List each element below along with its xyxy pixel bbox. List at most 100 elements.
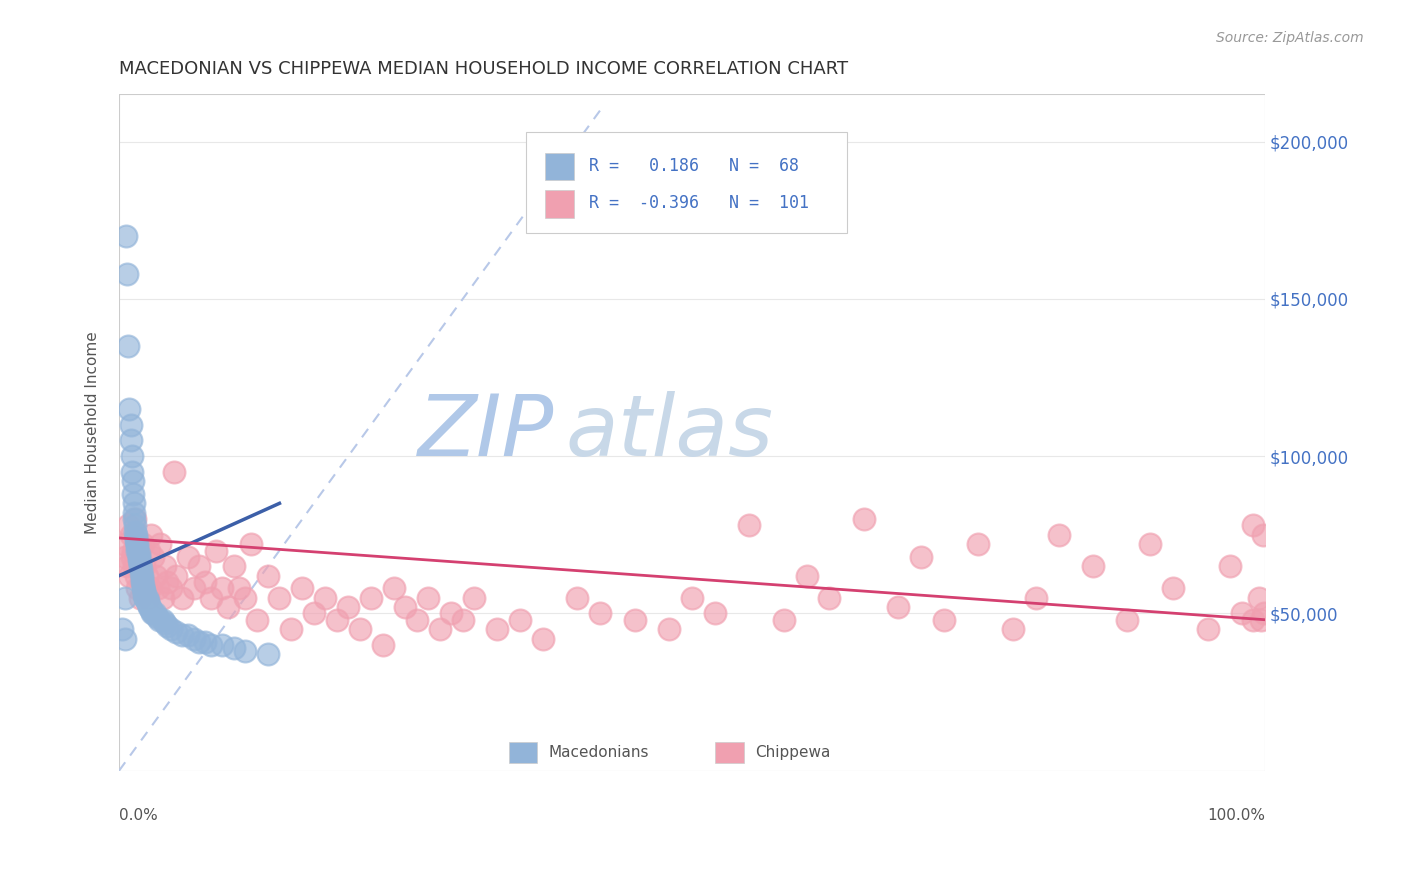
- Point: [134, 588, 156, 602]
- Point: [233, 591, 256, 605]
- Point: [382, 581, 405, 595]
- Point: [1139, 537, 1161, 551]
- Point: [796, 568, 818, 582]
- Point: [139, 581, 162, 595]
- Point: [239, 537, 262, 551]
- Point: [128, 559, 150, 574]
- Point: [269, 591, 291, 605]
- Point: [852, 512, 875, 526]
- Point: [257, 568, 280, 582]
- Point: [114, 549, 136, 564]
- Point: [257, 648, 280, 662]
- Point: [153, 559, 176, 574]
- FancyBboxPatch shape: [526, 132, 846, 233]
- Point: [142, 549, 165, 564]
- Point: [200, 591, 222, 605]
- Point: [117, 339, 139, 353]
- Point: [124, 518, 146, 533]
- Point: [134, 591, 156, 605]
- Point: [188, 634, 211, 648]
- Y-axis label: Median Household Income: Median Household Income: [86, 331, 100, 534]
- Point: [132, 578, 155, 592]
- Point: [337, 600, 360, 615]
- Point: [111, 622, 134, 636]
- Point: [121, 475, 143, 489]
- Point: [149, 537, 172, 551]
- Text: 0.0%: 0.0%: [120, 808, 157, 823]
- Bar: [714, 742, 744, 763]
- Point: [128, 547, 150, 561]
- Point: [183, 581, 205, 595]
- Point: [115, 559, 138, 574]
- Point: [211, 581, 233, 595]
- Point: [887, 600, 910, 615]
- Point: [509, 613, 531, 627]
- Point: [114, 632, 136, 646]
- Point: [129, 566, 152, 580]
- Point: [200, 638, 222, 652]
- Point: [124, 524, 146, 539]
- Point: [280, 622, 302, 636]
- Text: R =  -0.396   N =  101: R = -0.396 N = 101: [589, 194, 808, 212]
- Point: [132, 581, 155, 595]
- Point: [1161, 581, 1184, 595]
- Point: [136, 591, 159, 605]
- Point: [302, 607, 325, 621]
- Point: [120, 434, 142, 448]
- Point: [148, 613, 170, 627]
- Point: [371, 638, 394, 652]
- Point: [127, 581, 149, 595]
- Text: MACEDONIAN VS CHIPPEWA MEDIAN HOUSEHOLD INCOME CORRELATION CHART: MACEDONIAN VS CHIPPEWA MEDIAN HOUSEHOLD …: [120, 60, 848, 78]
- Point: [134, 581, 156, 595]
- Point: [170, 591, 193, 605]
- Point: [120, 417, 142, 432]
- Point: [326, 613, 349, 627]
- Point: [121, 449, 143, 463]
- Point: [122, 512, 145, 526]
- Point: [131, 574, 153, 589]
- Point: [738, 518, 761, 533]
- Bar: [546, 153, 574, 180]
- Point: [145, 568, 167, 582]
- Point: [623, 613, 645, 627]
- Point: [134, 559, 156, 574]
- Point: [486, 622, 509, 636]
- Point: [152, 613, 174, 627]
- Point: [406, 613, 429, 627]
- Point: [222, 559, 245, 574]
- Point: [127, 537, 149, 551]
- Point: [139, 528, 162, 542]
- Point: [125, 568, 148, 582]
- Point: [141, 607, 163, 621]
- Point: [228, 581, 250, 595]
- Point: [118, 568, 141, 582]
- Point: [1219, 559, 1241, 574]
- Point: [143, 607, 166, 621]
- Point: [127, 541, 149, 555]
- Point: [138, 543, 160, 558]
- Point: [159, 581, 181, 595]
- Point: [125, 534, 148, 549]
- Point: [128, 591, 150, 605]
- Point: [139, 603, 162, 617]
- Point: [114, 591, 136, 605]
- Point: [291, 581, 314, 595]
- Point: [1230, 607, 1253, 621]
- Point: [125, 531, 148, 545]
- Point: [910, 549, 932, 564]
- Point: [1001, 622, 1024, 636]
- Text: R =   0.186   N =  68: R = 0.186 N = 68: [589, 157, 799, 175]
- Point: [163, 465, 186, 479]
- Point: [156, 574, 179, 589]
- Point: [136, 594, 159, 608]
- Point: [418, 591, 440, 605]
- Point: [165, 625, 187, 640]
- Point: [132, 537, 155, 551]
- Point: [117, 518, 139, 533]
- Point: [194, 574, 217, 589]
- Point: [233, 644, 256, 658]
- Point: [177, 549, 200, 564]
- Point: [122, 496, 145, 510]
- Point: [153, 615, 176, 630]
- Point: [112, 537, 135, 551]
